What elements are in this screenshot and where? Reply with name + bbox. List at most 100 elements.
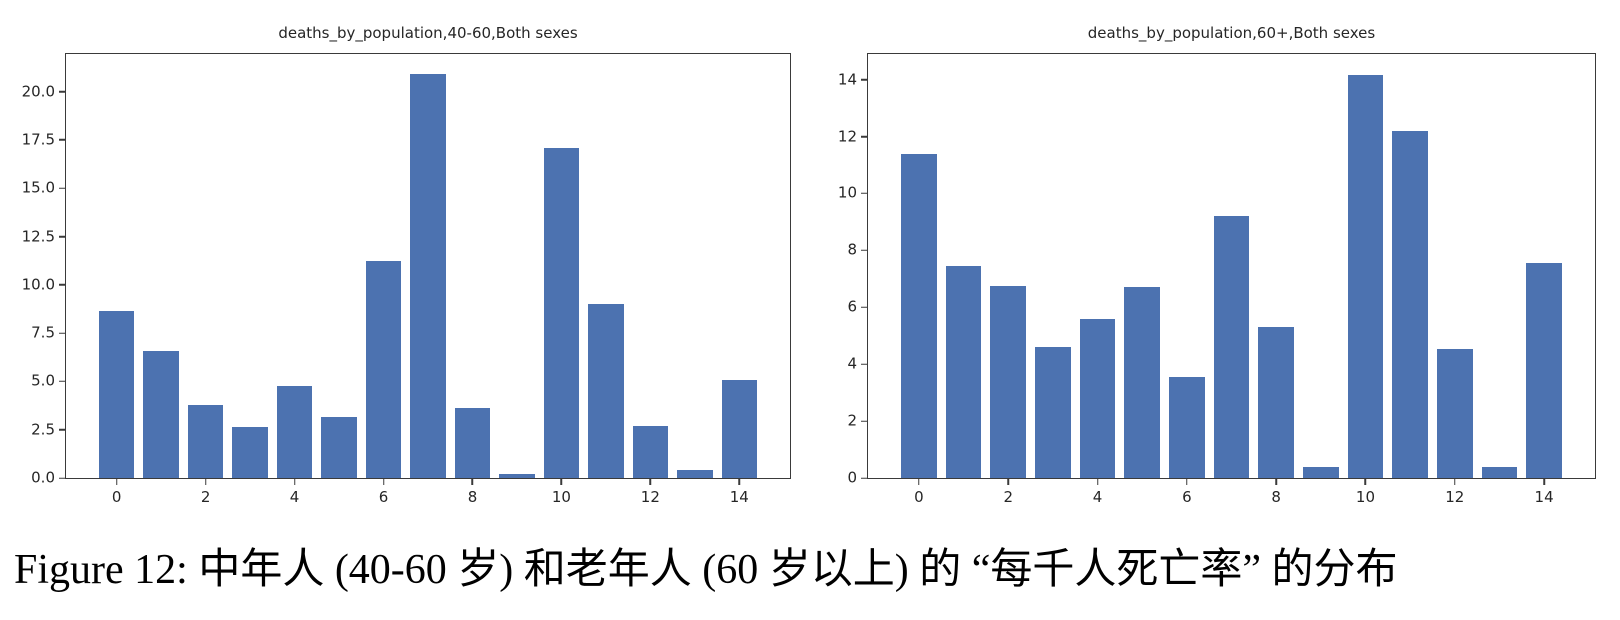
chart-title: deaths_by_population,40-60,Both sexes bbox=[278, 24, 578, 42]
y-axis-tick-label: 0.0 bbox=[31, 468, 55, 487]
bar bbox=[1302, 466, 1339, 478]
bar bbox=[499, 474, 535, 478]
x-axis-tick bbox=[560, 479, 563, 485]
bar bbox=[1347, 75, 1384, 478]
x-axis-tick bbox=[382, 479, 385, 485]
x-axis-tick bbox=[204, 479, 207, 485]
bar bbox=[410, 74, 446, 478]
x-axis-tick-label: 14 bbox=[1534, 488, 1554, 506]
x-axis-tick-label: 4 bbox=[1092, 488, 1103, 506]
y-axis-tick-label: 4 bbox=[847, 354, 857, 373]
x-axis-tick-label: 6 bbox=[378, 488, 389, 506]
x-axis-tick bbox=[1275, 479, 1277, 485]
y-axis-tick bbox=[59, 139, 65, 141]
bar bbox=[543, 147, 580, 478]
bar bbox=[143, 351, 179, 478]
bar bbox=[98, 310, 135, 478]
y-axis-tick bbox=[861, 192, 867, 195]
bar bbox=[276, 386, 313, 478]
bar bbox=[1392, 130, 1428, 478]
bar bbox=[1213, 216, 1250, 478]
y-axis-tick-label: 15.0 bbox=[21, 178, 55, 197]
chart-panel-60-plus: deaths_by_population,60+,Both sexes 0 2 4 6… bbox=[838, 24, 1596, 505]
x-axis-tick-label: 4 bbox=[289, 488, 300, 506]
bar bbox=[1258, 327, 1294, 478]
y-axis-tick bbox=[861, 249, 867, 252]
bar bbox=[187, 404, 224, 478]
y-axis-tick bbox=[59, 332, 65, 334]
chart-title: deaths_by_population,60+,Both sexes bbox=[1087, 24, 1376, 42]
bar bbox=[1481, 467, 1518, 478]
figure-caption: Figure 12: 中年人 (40-60 岁) 和老年人 (60 岁以上) 的… bbox=[14, 547, 1398, 593]
x-axis-tick bbox=[1364, 479, 1367, 485]
y-axis-tick bbox=[59, 380, 65, 383]
x-axis-tick bbox=[1007, 479, 1009, 485]
x-axis-tick-label: 2 bbox=[200, 488, 211, 506]
y-axis-tick bbox=[861, 78, 867, 81]
y-axis-tick bbox=[59, 428, 65, 431]
x-axis-tick bbox=[471, 479, 474, 485]
bar bbox=[1168, 376, 1205, 478]
y-axis-tick bbox=[59, 477, 65, 479]
y-axis-tick bbox=[59, 235, 65, 238]
bar bbox=[1079, 318, 1116, 478]
y-axis-tick bbox=[861, 363, 867, 365]
y-axis-tick-label: 0 bbox=[847, 468, 857, 487]
x-axis-tick-label: 8 bbox=[467, 488, 478, 506]
y-axis-tick-label: 17.5 bbox=[21, 130, 55, 149]
plot-area: 0.0 2.5 5.0 7.5 10.0 12.5 15.0 17.5 20.0 0 2 4 6 8 10 1… bbox=[22, 53, 791, 505]
chart-panel-40-60: deaths_by_population,40-60,Both sexes 0.… bbox=[22, 24, 791, 505]
bar bbox=[321, 417, 357, 478]
bar bbox=[588, 304, 624, 478]
x-axis-tick bbox=[738, 479, 741, 485]
x-axis-tick bbox=[1096, 479, 1099, 485]
y-axis-tick-label: 14 bbox=[837, 70, 857, 89]
bar bbox=[365, 260, 402, 478]
x-axis-tick-label: 6 bbox=[1182, 488, 1192, 506]
x-axis-tick bbox=[1186, 479, 1188, 485]
bar bbox=[632, 425, 669, 478]
x-axis-tick-label: 0 bbox=[111, 488, 122, 506]
bar bbox=[945, 266, 982, 478]
x-axis-tick-label: 14 bbox=[729, 488, 749, 506]
x-axis-tick-label: 10 bbox=[551, 488, 571, 506]
x-axis-tick bbox=[293, 479, 296, 485]
y-axis-tick-label: 10 bbox=[837, 183, 857, 202]
bar bbox=[990, 285, 1027, 478]
y-axis-tick bbox=[59, 187, 65, 190]
bar bbox=[1526, 263, 1562, 478]
y-axis-tick-label: 2.5 bbox=[31, 420, 55, 439]
x-axis-tick-label: 0 bbox=[914, 488, 924, 506]
x-axis-tick bbox=[918, 479, 920, 485]
x-axis-tick-label: 8 bbox=[1271, 488, 1281, 506]
bar bbox=[677, 470, 713, 478]
y-axis-tick-label: 6 bbox=[847, 297, 857, 316]
y-axis-tick bbox=[861, 135, 867, 138]
y-axis-tick-label: 2 bbox=[847, 411, 857, 430]
bar bbox=[232, 426, 268, 478]
y-axis-tick-label: 7.5 bbox=[31, 323, 55, 342]
bar bbox=[1124, 287, 1161, 478]
y-axis-tick bbox=[59, 284, 65, 286]
bar bbox=[901, 153, 937, 478]
x-axis-tick-label: 12 bbox=[640, 488, 660, 506]
y-axis-tick-label: 20.0 bbox=[21, 82, 55, 101]
x-axis-tick bbox=[1543, 479, 1545, 485]
plot-area: 0 2 4 6 8 10 12 14 0 2 4 6 8 10 12 14 bbox=[838, 53, 1596, 505]
bar bbox=[721, 380, 758, 478]
bar bbox=[1436, 348, 1473, 478]
y-axis-tick-label: 12.5 bbox=[21, 227, 55, 246]
x-axis-tick bbox=[649, 479, 652, 485]
y-axis-tick-label: 8 bbox=[847, 240, 857, 259]
y-axis-tick bbox=[861, 420, 867, 422]
y-axis-tick-label: 5.0 bbox=[31, 371, 55, 390]
y-axis-tick bbox=[861, 306, 867, 309]
y-axis-tick bbox=[861, 477, 867, 479]
y-axis-tick bbox=[59, 90, 65, 93]
y-axis-tick-label: 12 bbox=[837, 127, 857, 146]
x-axis-tick bbox=[1454, 479, 1456, 485]
x-axis-tick-label: 2 bbox=[1003, 488, 1013, 506]
bar bbox=[454, 407, 491, 478]
x-axis-tick bbox=[115, 479, 118, 485]
bar bbox=[1035, 347, 1071, 478]
